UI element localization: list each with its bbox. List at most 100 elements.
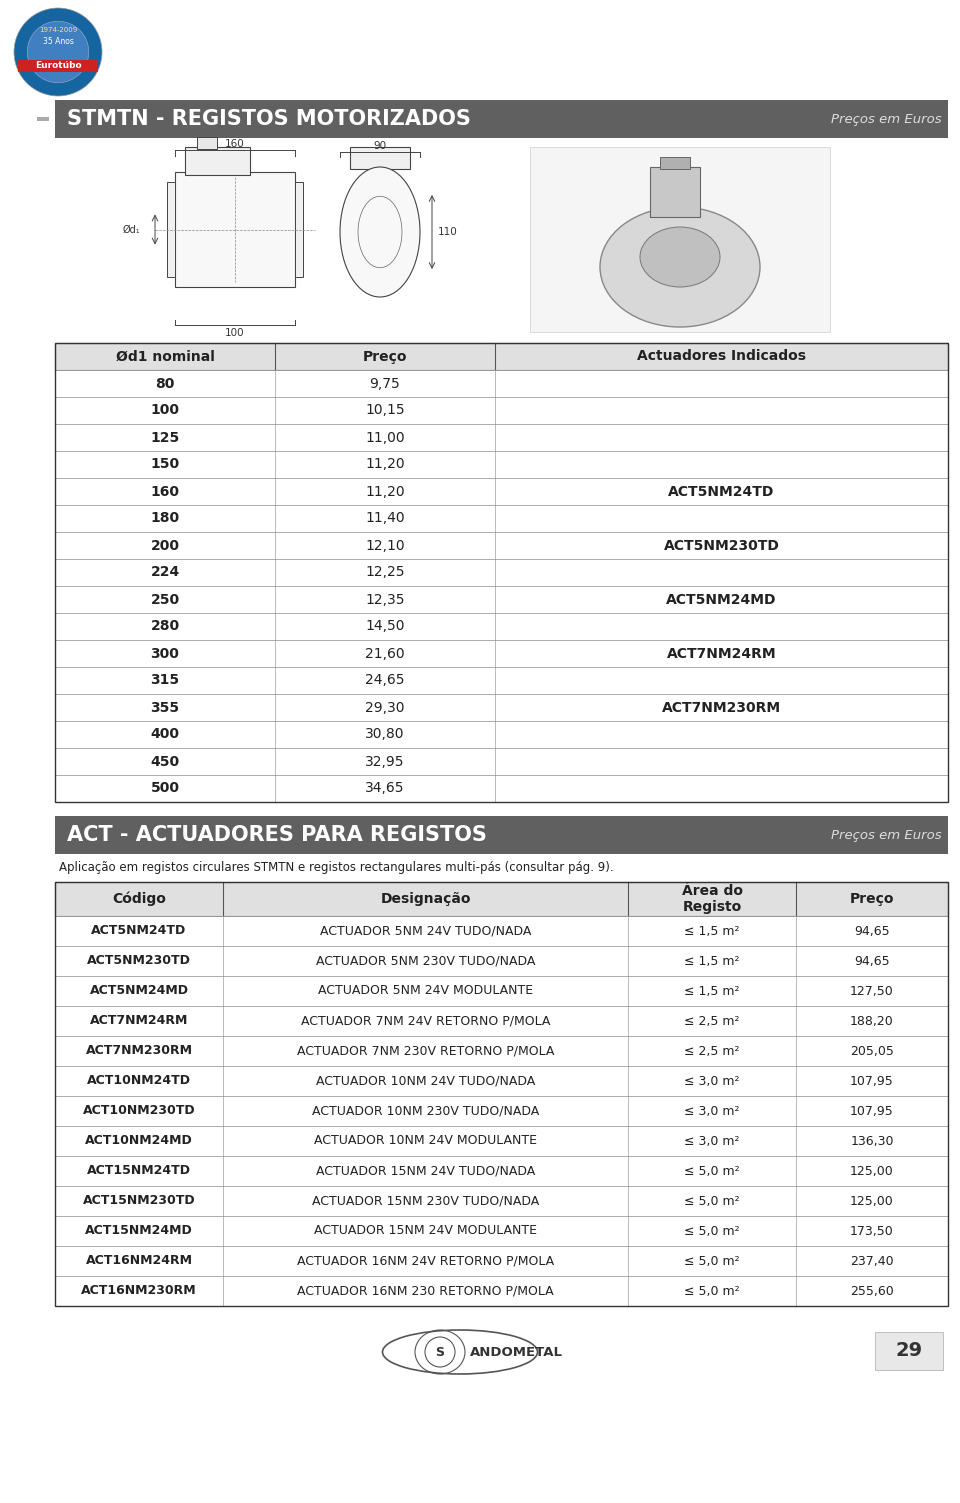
Text: 205,05: 205,05 — [850, 1045, 894, 1058]
Bar — [55, 915, 948, 945]
Text: ≤ 5,0 m²: ≤ 5,0 m² — [684, 1285, 740, 1297]
Bar — [55, 1246, 948, 1276]
Text: ≤ 2,5 m²: ≤ 2,5 m² — [684, 1045, 740, 1058]
Text: ACT16NM24RM: ACT16NM24RM — [85, 1255, 193, 1267]
Text: ACTUADOR 10NM 230V TUDO/NADA: ACTUADOR 10NM 230V TUDO/NADA — [312, 1105, 540, 1118]
Text: Ød₁: Ød₁ — [122, 224, 140, 234]
Text: 12,10: 12,10 — [365, 538, 405, 553]
Bar — [660, 156, 690, 168]
Text: ≤ 3,0 m²: ≤ 3,0 m² — [684, 1135, 740, 1147]
FancyBboxPatch shape — [18, 60, 98, 72]
Ellipse shape — [640, 227, 720, 287]
Text: 127,50: 127,50 — [851, 984, 894, 998]
Bar — [55, 451, 948, 478]
Bar — [167, 182, 175, 277]
Circle shape — [27, 21, 88, 83]
Text: ACTUADOR 10NM 24V MODULANTE: ACTUADOR 10NM 24V MODULANTE — [314, 1135, 537, 1147]
Bar — [55, 613, 948, 640]
Bar — [295, 182, 303, 277]
Text: 200: 200 — [151, 538, 180, 553]
Bar — [55, 370, 948, 397]
Bar — [875, 1332, 943, 1371]
Bar — [55, 721, 948, 748]
Text: 125,00: 125,00 — [851, 1195, 894, 1207]
Text: ACTUADOR 15NM 230V TUDO/NADA: ACTUADOR 15NM 230V TUDO/NADA — [312, 1195, 540, 1207]
Text: 34,65: 34,65 — [365, 782, 405, 795]
Bar — [55, 559, 948, 586]
Text: 125,00: 125,00 — [851, 1165, 894, 1177]
Text: 224: 224 — [151, 565, 180, 580]
Text: 355: 355 — [151, 700, 180, 714]
Bar — [350, 147, 410, 168]
Bar — [55, 945, 948, 975]
Text: 10,15: 10,15 — [365, 403, 405, 418]
Text: Aplicação em registos circulares STMTN e registos rectangulares multi-pás (consu: Aplicação em registos circulares STMTN e… — [59, 861, 613, 875]
Text: 32,95: 32,95 — [365, 755, 405, 768]
Text: Código: Código — [112, 891, 166, 906]
Text: 94,65: 94,65 — [854, 954, 890, 968]
Circle shape — [425, 1338, 455, 1368]
Text: 150: 150 — [151, 457, 180, 472]
Text: 94,65: 94,65 — [854, 924, 890, 938]
Text: ≤ 5,0 m²: ≤ 5,0 m² — [684, 1255, 740, 1267]
Text: 11,00: 11,00 — [365, 430, 405, 445]
Text: 30,80: 30,80 — [365, 727, 405, 741]
Text: 11,20: 11,20 — [365, 457, 405, 472]
Bar — [55, 532, 948, 559]
Text: 450: 450 — [151, 755, 180, 768]
Bar — [55, 1126, 948, 1156]
Text: Designação: Designação — [380, 891, 470, 906]
Text: Preço: Preço — [363, 350, 407, 364]
Bar — [55, 1066, 948, 1096]
Text: ACT7NM24RM: ACT7NM24RM — [666, 646, 777, 660]
Text: ACT16NM230RM: ACT16NM230RM — [82, 1285, 197, 1297]
Bar — [197, 137, 217, 149]
Bar — [55, 1036, 948, 1066]
Text: 29: 29 — [896, 1342, 923, 1360]
Bar — [650, 167, 700, 216]
Text: ≤ 1,5 m²: ≤ 1,5 m² — [684, 954, 740, 968]
Bar — [55, 816, 948, 854]
Bar — [55, 397, 948, 424]
Text: ACT5NM230TD: ACT5NM230TD — [663, 538, 780, 553]
Text: Ød1 nominal: Ød1 nominal — [115, 350, 214, 364]
Bar — [55, 640, 948, 667]
Text: ACTUADOR 10NM 24V TUDO/NADA: ACTUADOR 10NM 24V TUDO/NADA — [316, 1075, 535, 1088]
Text: 300: 300 — [151, 646, 180, 660]
Text: 125: 125 — [151, 430, 180, 445]
Text: 24,65: 24,65 — [365, 673, 405, 687]
Text: ACT15NM230TD: ACT15NM230TD — [83, 1195, 195, 1207]
Bar — [55, 101, 948, 138]
Text: ACTUADOR 5NM 24V TUDO/NADA: ACTUADOR 5NM 24V TUDO/NADA — [320, 924, 531, 938]
Bar — [55, 1156, 948, 1186]
Ellipse shape — [340, 167, 420, 298]
Text: ACTUADOR 16NM 230 RETORNO P/MOLA: ACTUADOR 16NM 230 RETORNO P/MOLA — [298, 1285, 554, 1297]
Text: 160: 160 — [226, 138, 245, 149]
Text: 160: 160 — [151, 484, 180, 499]
Text: ANDOMETAL: ANDOMETAL — [470, 1345, 563, 1359]
Text: ACT - ACTUADORES PARA REGISTOS: ACT - ACTUADORES PARA REGISTOS — [67, 825, 487, 845]
Bar — [175, 171, 295, 287]
Text: ACT7NM230RM: ACT7NM230RM — [85, 1045, 193, 1058]
Text: S: S — [436, 1345, 444, 1359]
Text: 107,95: 107,95 — [851, 1105, 894, 1118]
Bar — [55, 776, 948, 803]
Circle shape — [14, 8, 102, 96]
Text: ACT5NM24TD: ACT5NM24TD — [668, 484, 775, 499]
Text: ≤ 1,5 m²: ≤ 1,5 m² — [684, 984, 740, 998]
Text: 107,95: 107,95 — [851, 1075, 894, 1088]
Text: ACT5NM24MD: ACT5NM24MD — [666, 592, 777, 607]
Text: 29,30: 29,30 — [365, 700, 405, 714]
Text: 255,60: 255,60 — [851, 1285, 894, 1297]
Bar — [55, 1276, 948, 1306]
Text: ACTUADOR 15NM 24V TUDO/NADA: ACTUADOR 15NM 24V TUDO/NADA — [316, 1165, 535, 1177]
Text: 188,20: 188,20 — [851, 1015, 894, 1028]
Text: 400: 400 — [151, 727, 180, 741]
Bar — [55, 505, 948, 532]
Text: 315: 315 — [151, 673, 180, 687]
Text: 1974-2009: 1974-2009 — [38, 27, 77, 33]
Text: ACTUADOR 16NM 24V RETORNO P/MOLA: ACTUADOR 16NM 24V RETORNO P/MOLA — [297, 1255, 554, 1267]
Bar — [37, 117, 49, 122]
Text: 11,40: 11,40 — [365, 511, 405, 526]
Text: 180: 180 — [151, 511, 180, 526]
